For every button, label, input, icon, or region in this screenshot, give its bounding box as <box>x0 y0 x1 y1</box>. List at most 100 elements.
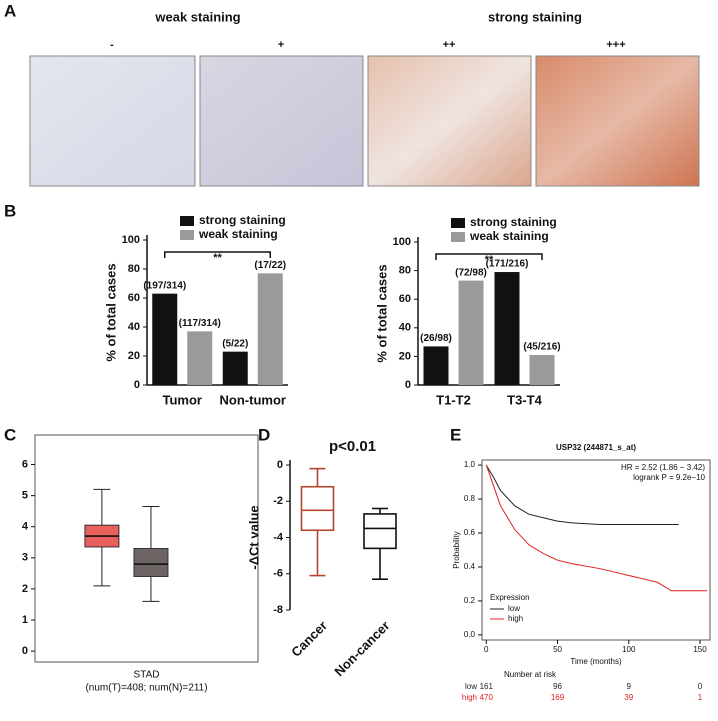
y-tick-label: 60 <box>399 293 411 305</box>
risk-count: 0 <box>698 682 703 691</box>
y-tick-label: 1 <box>22 614 28 626</box>
legend-swatch <box>451 232 465 242</box>
y-tick-label: 1.0 <box>464 460 476 469</box>
bar <box>152 293 178 385</box>
y-tick-label: 0 <box>277 459 283 471</box>
value-label: (117/314) <box>179 318 221 329</box>
plot-frame <box>34 434 259 663</box>
y-tick-label: 0 <box>22 645 28 657</box>
value-label: (171/216) <box>486 259 529 270</box>
y-tick-label: 100 <box>393 236 411 248</box>
group-label: strong staining <box>488 9 582 24</box>
bar <box>458 280 484 385</box>
y-tick-label: 80 <box>399 265 411 277</box>
risk-count: 9 <box>627 682 632 691</box>
y-tick-label: 3 <box>22 552 28 564</box>
survival-curve <box>485 464 708 592</box>
value-label: (17/22) <box>254 260 286 271</box>
legend-title: Expression <box>490 593 530 602</box>
significance-bracket <box>164 251 271 258</box>
box <box>300 485 335 532</box>
annotation: ** <box>213 252 222 264</box>
x-tick-label: Cancer <box>288 618 330 660</box>
annotation: HR = 2.52 (1.86 − 3.42) <box>621 463 705 472</box>
y-axis-label: % of total cases <box>374 264 389 362</box>
grade-label: - <box>110 39 114 51</box>
y-tick-label: 80 <box>128 263 140 275</box>
chart-title: p<0.01 <box>329 438 376 455</box>
value-label: (197/314) <box>143 280 186 291</box>
x-tick-label: 100 <box>622 645 636 654</box>
y-tick-label: -6 <box>273 568 283 580</box>
y-tick-label: -2 <box>273 495 283 507</box>
grade-label: + <box>278 39 284 51</box>
stain-image <box>199 55 364 187</box>
y-axis-label: Probability <box>452 531 461 568</box>
legend-swatch <box>180 216 194 226</box>
risk-title: Number at risk <box>504 670 557 679</box>
value-label: (72/98) <box>455 267 487 278</box>
annotation: logrank P = 9.2e−10 <box>633 473 705 482</box>
significance-bracket <box>435 253 543 260</box>
x-tick-label: 50 <box>553 645 562 654</box>
y-tick-label: 60 <box>128 292 140 304</box>
value-label: (45/216) <box>523 342 560 353</box>
value-label: (5/22) <box>222 338 248 349</box>
risk-count: 96 <box>553 682 562 691</box>
risk-count: 169 <box>551 693 565 702</box>
box <box>363 513 397 550</box>
stain-image <box>535 55 700 187</box>
chart-subtitle: (num(T)=408; num(N)=211) <box>85 683 207 694</box>
y-tick-label: 100 <box>122 234 140 246</box>
y-tick-label: 0.2 <box>464 596 476 605</box>
x-tick-label: Non-tumor <box>220 392 286 407</box>
y-tick-label: 20 <box>128 350 140 362</box>
risk-count: 1 <box>698 693 703 702</box>
risk-row-label: low <box>465 682 477 691</box>
y-tick-label: 40 <box>128 321 140 333</box>
bar <box>187 331 213 385</box>
grade-label: +++ <box>606 39 625 51</box>
legend-swatch <box>180 230 194 240</box>
legend-label: low <box>508 604 520 613</box>
stain-image <box>367 55 532 187</box>
legend-label: strong staining <box>470 215 557 229</box>
bar <box>494 272 520 385</box>
bar <box>423 346 449 385</box>
y-tick-label: -4 <box>273 531 284 543</box>
chart-title: USP32 (244871_s_at) <box>556 443 636 452</box>
y-axis-label: % of total cases <box>103 263 118 361</box>
survival-curve <box>485 464 679 526</box>
bar <box>529 354 555 385</box>
x-tick-label: 150 <box>693 645 707 654</box>
y-tick-label: 0.8 <box>464 494 476 503</box>
y-tick-label: 0.6 <box>464 528 476 537</box>
y-tick-label: 4 <box>22 521 29 533</box>
y-tick-label: -8 <box>273 604 283 616</box>
risk-count: 39 <box>624 693 633 702</box>
y-tick-label: 0 <box>134 379 140 391</box>
risk-row-label: high <box>462 693 477 702</box>
y-tick-label: 6 <box>22 458 28 470</box>
panel-label: A <box>4 1 16 20</box>
x-tick-label: Tumor <box>163 392 202 407</box>
panel-label: C <box>4 425 16 444</box>
x-tick-label: T3-T4 <box>507 392 542 407</box>
bar <box>257 273 283 385</box>
x-tick-label: 0 <box>484 645 489 654</box>
legend-swatch <box>451 218 465 228</box>
legend-label: high <box>508 614 523 623</box>
risk-count: 470 <box>480 693 494 702</box>
chart-title: STAD <box>134 670 160 681</box>
grade-label: ++ <box>443 39 456 51</box>
panel-label: B <box>4 201 16 220</box>
y-tick-label: 40 <box>399 322 411 334</box>
plot-frame <box>481 459 711 641</box>
panel-label: E <box>450 425 461 444</box>
x-axis-label: Time (months) <box>570 657 622 666</box>
group-label: weak staining <box>154 9 240 24</box>
legend-label: weak staining <box>469 229 549 243</box>
risk-count: 161 <box>480 682 494 691</box>
legend-label: strong staining <box>199 213 286 227</box>
